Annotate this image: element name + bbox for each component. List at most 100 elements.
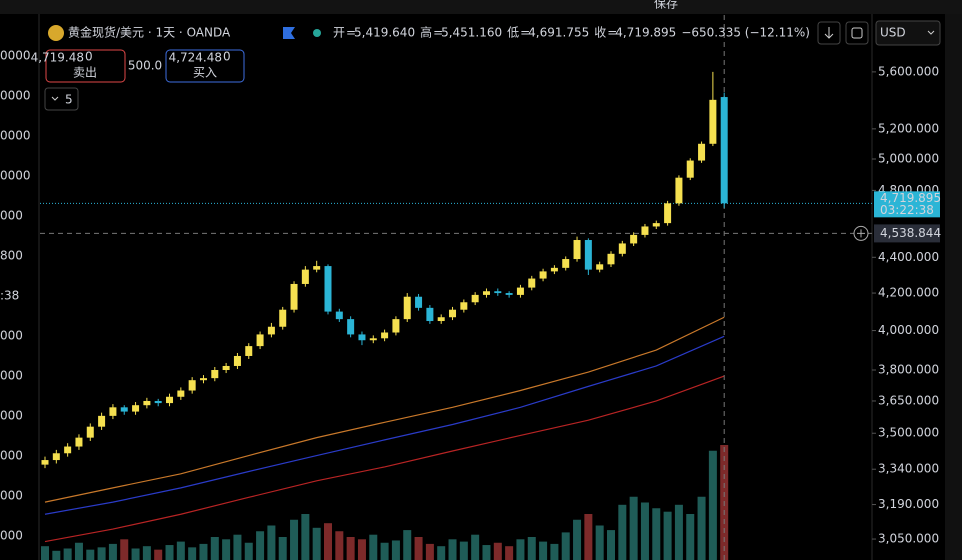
candle-body	[392, 319, 400, 333]
volume-bar	[505, 546, 514, 560]
volume-bar	[357, 539, 366, 560]
volume-bar	[629, 496, 638, 560]
ohlc: 开 =5,419.640 高 =5,451.160 低 =4,691.755 收 =4,719…	[333, 25, 810, 40]
candle-body	[528, 278, 536, 288]
candle-body	[64, 446, 72, 454]
header: 黄金现货/美元 · 1天 · OANDA 开 =5,419.640 高 =5,451.…	[31, 20, 941, 111]
ohlc-value: 5,419.640	[354, 26, 415, 40]
volume-bar	[335, 531, 344, 560]
price-axis	[872, 14, 945, 560]
candle-body	[618, 243, 626, 254]
volume-bar	[131, 548, 140, 560]
candle-body	[369, 338, 377, 341]
volume-bar	[74, 542, 83, 560]
symbol-title[interactable]: 黄金现货/美元 · 1天 · OANDA	[68, 25, 231, 40]
ohlc-label: 高	[420, 25, 432, 40]
candle-body	[494, 291, 502, 294]
left-pane-label: 000	[0, 409, 23, 423]
countdown: 03:22:38	[880, 203, 934, 217]
volume-bar	[312, 527, 321, 560]
volume-bar	[391, 540, 400, 560]
candle-body	[41, 460, 49, 465]
chevron	[51, 96, 59, 101]
save-label[interactable]: 保存	[654, 0, 678, 11]
left-pane-label: 0000	[0, 169, 31, 183]
volume-bar	[380, 542, 389, 560]
volume-bar	[267, 525, 276, 560]
candle-body	[335, 311, 343, 320]
volume-bar	[403, 530, 412, 560]
scroll-button[interactable]	[817, 21, 841, 45]
volume-bar	[41, 546, 49, 560]
volume-bar	[652, 508, 661, 560]
maximize-button[interactable]	[845, 21, 869, 45]
ohlc-eq: =	[433, 26, 443, 40]
ohlc-eq: =	[346, 26, 356, 40]
side-toolbar	[945, 14, 962, 560]
left-pane-label: 0000	[0, 49, 31, 63]
candle-body	[381, 332, 389, 339]
volume-bar	[369, 534, 378, 560]
volume-bar	[301, 514, 310, 560]
volume-bar	[493, 542, 502, 560]
candle-body	[426, 307, 434, 322]
y-tick-label: 3,800.000	[878, 363, 939, 377]
ohlc-label: 低	[507, 26, 519, 40]
candle-body	[52, 453, 60, 461]
plot	[40, 15, 872, 560]
sell-price: 4,719.48	[31, 51, 84, 65]
volume-bar	[437, 546, 446, 560]
candle-body	[290, 283, 298, 310]
left-pane-label: 800	[0, 249, 23, 263]
candle-body	[698, 143, 706, 161]
candle-body	[256, 334, 264, 347]
volume-bar	[244, 542, 253, 560]
indicator-toggle[interactable]	[44, 87, 79, 111]
last-price-tag	[874, 191, 940, 218]
volume-bar	[448, 539, 457, 560]
last-price-label: 4,719.895	[880, 191, 941, 205]
candle-body	[358, 334, 366, 341]
flag-icon[interactable]	[283, 27, 295, 39]
currency-select[interactable]	[875, 20, 941, 46]
volume-bar	[154, 549, 163, 560]
volume-bar	[527, 537, 536, 560]
ohlc-eq: =	[520, 26, 530, 40]
candle-body	[233, 355, 241, 366]
candle-body	[596, 264, 604, 270]
volume-bar	[561, 532, 570, 560]
candle-body	[664, 203, 672, 224]
volume-bar	[584, 514, 593, 560]
candle-body	[199, 378, 207, 381]
volume-bar	[176, 541, 185, 560]
volume-bar	[108, 543, 117, 560]
ohlc-value: 4,719.895	[615, 26, 676, 40]
volume-bar	[425, 543, 434, 560]
volume-bar	[618, 504, 627, 560]
candle-body	[630, 234, 638, 244]
moving-average	[44, 335, 725, 515]
candle-body	[177, 390, 185, 397]
candle-body	[313, 266, 321, 270]
candle-body	[652, 223, 660, 227]
buy-button[interactable]	[165, 49, 245, 83]
ohlc-value: 5,451.160	[441, 26, 502, 40]
currency: USD	[880, 26, 906, 40]
volume-bar	[708, 450, 717, 560]
ohlc-value: 4,691.755	[528, 26, 589, 40]
sell-button[interactable]	[45, 49, 126, 83]
left-pane-label: 000	[0, 449, 23, 463]
volume-bar	[686, 514, 695, 560]
buy-label: 买入	[193, 66, 217, 80]
candle-body	[109, 407, 117, 416]
volume-bar	[256, 531, 265, 560]
volume-bar	[539, 541, 548, 560]
candle-body	[482, 291, 490, 295]
top-bar	[0, 0, 962, 14]
candle-body	[686, 160, 694, 178]
volume-bar	[550, 543, 559, 560]
sell-label: 卖出	[73, 66, 97, 80]
ohlc-eq: =	[607, 26, 617, 40]
